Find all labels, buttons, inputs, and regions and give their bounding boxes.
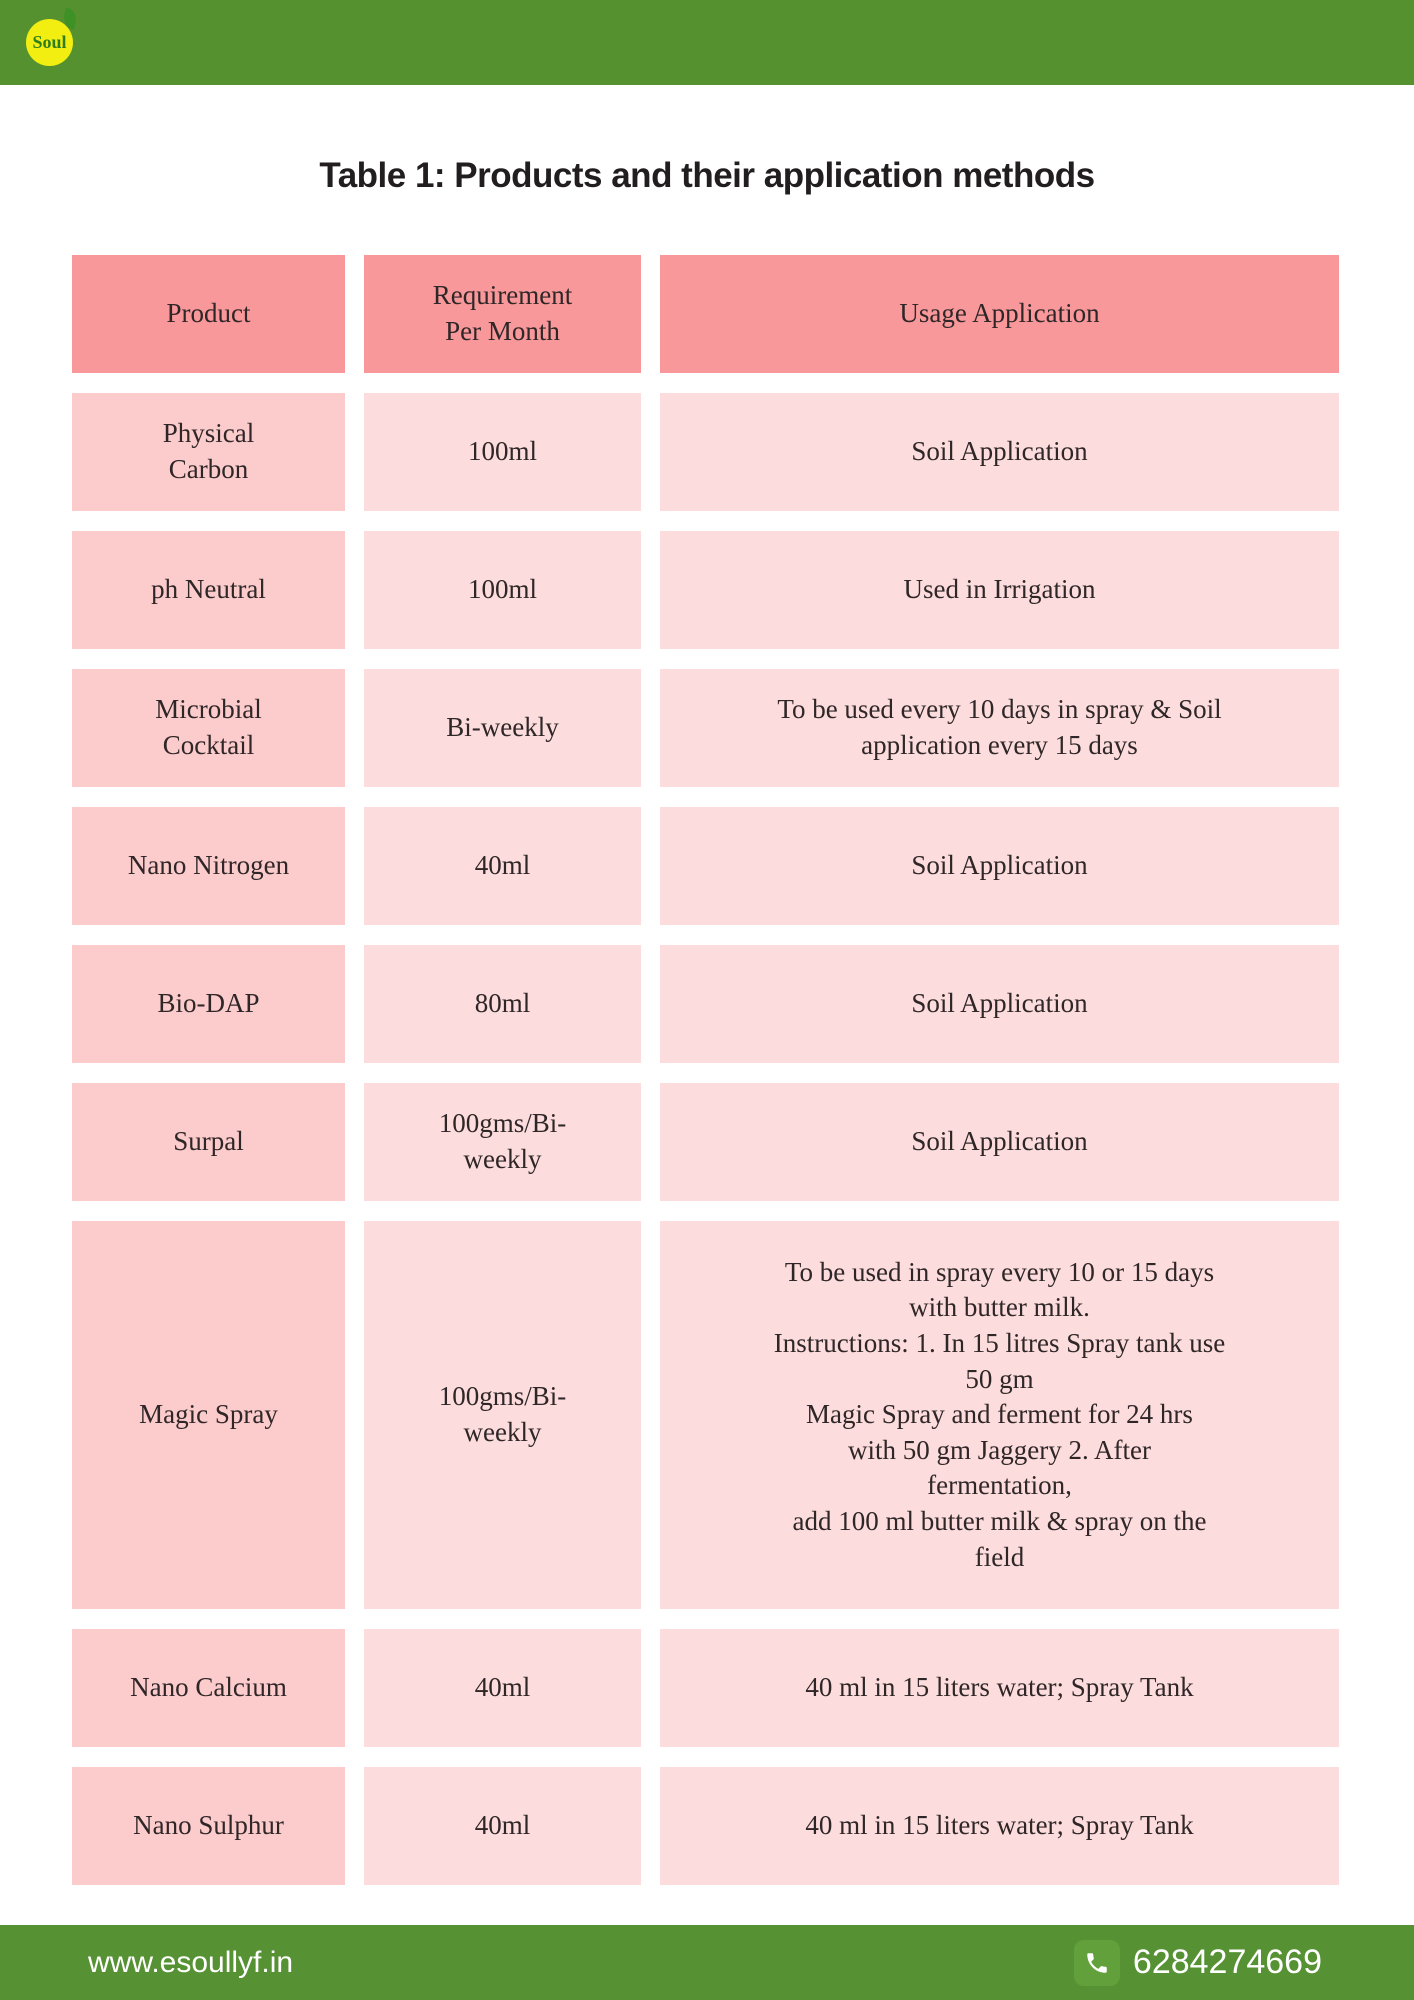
requirement-value: 40ml: [364, 1767, 641, 1885]
header-cell-product: Product: [72, 255, 345, 373]
requirement-value: 100ml: [364, 531, 641, 649]
usage-value: To be used every 10 days in spray & Soil…: [660, 669, 1339, 787]
requirement-value: Bi-weekly: [364, 669, 641, 787]
usage-value: Soil Application: [660, 393, 1339, 511]
usage-value: Soil Application: [660, 807, 1339, 925]
product-name: Nano Calcium: [72, 1629, 345, 1747]
product-name: Magic Spray: [72, 1221, 345, 1609]
product-name: Bio-DAP: [72, 945, 345, 1063]
product-name: Microbial Cocktail: [72, 669, 345, 787]
product-name: ph Neutral: [72, 531, 345, 649]
usage-value: 40 ml in 15 liters water; Spray Tank: [660, 1629, 1339, 1747]
product-name: Surpal: [72, 1083, 345, 1201]
header-cell-requirement: Requirement Per Month: [364, 255, 641, 373]
requirement-value: 100gms/Bi- weekly: [364, 1221, 641, 1609]
soul-logo-text: Soul: [32, 32, 67, 52]
website-url: www.esoullyf.in: [88, 1945, 294, 1979]
usage-value: Used in Irrigation: [660, 531, 1339, 649]
header-cell-usage: Usage Application: [660, 255, 1339, 373]
requirement-value: 80ml: [364, 945, 641, 1063]
requirement-value: 100ml: [364, 393, 641, 511]
requirement-value: 100gms/Bi- weekly: [364, 1083, 641, 1201]
requirement-value: 40ml: [364, 807, 641, 925]
usage-value: To be used in spray every 10 or 15 days …: [660, 1221, 1339, 1609]
products-table: Product Requirement Per Month Usage Appl…: [72, 255, 1339, 1885]
requirement-value: 40ml: [364, 1629, 641, 1747]
top-bar: Soul: [0, 0, 1414, 85]
product-name: Nano Sulphur: [72, 1767, 345, 1885]
phone-contact: 6284274669: [1073, 1939, 1322, 1986]
product-name: Physical Carbon: [72, 393, 345, 511]
soul-logo: Soul: [26, 19, 73, 66]
product-name: Nano Nitrogen: [72, 807, 345, 925]
usage-value: Soil Application: [660, 945, 1339, 1063]
usage-value: Soil Application: [660, 1083, 1339, 1201]
phone-number: 6284274669: [1132, 1943, 1322, 1981]
page-title: Table 1: Products and their application …: [319, 156, 1095, 195]
phone-icon: [1073, 1939, 1120, 1986]
footer-bar: www.esoullyf.in 6284274669: [0, 1925, 1414, 2000]
usage-value: 40 ml in 15 liters water; Spray Tank: [660, 1767, 1339, 1885]
